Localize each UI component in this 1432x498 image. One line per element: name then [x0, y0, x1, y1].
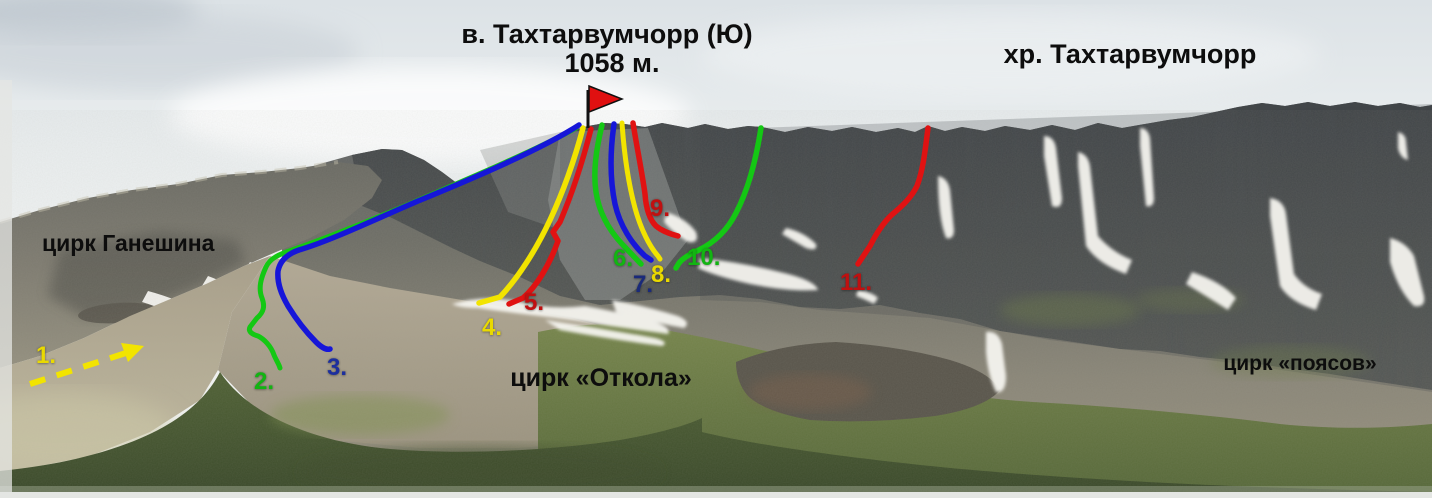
route-4-label: 4. — [482, 314, 503, 341]
cirque-poyasov-label: цирк «поясов» — [1223, 352, 1377, 375]
route-9-label: 9. — [650, 195, 671, 222]
route-1-line — [29, 350, 127, 387]
route-3-label: 3. — [327, 354, 348, 381]
route-4-line — [476, 125, 586, 306]
route-3-line — [275, 122, 582, 352]
route-1-label: 1. — [36, 342, 57, 369]
route-2-label: 2. — [254, 368, 275, 395]
route-10-label: 10. — [687, 244, 721, 271]
route-10-line — [673, 125, 764, 271]
route-7-line — [608, 121, 654, 263]
route-6-label: 6. — [613, 245, 634, 272]
summit-title: в. Тахтарвумчорр (Ю) — [461, 19, 753, 49]
summit-elevation: 1058 м. — [564, 48, 660, 78]
cirque-otkola-label: цирк «Откола» — [510, 364, 692, 392]
route-7-label: 7. — [633, 271, 654, 298]
route-11-line — [855, 125, 931, 267]
route-8-line — [619, 120, 663, 262]
photo-grain — [0, 110, 1432, 498]
ridge-title: хр. Тахтарвумчорр — [1003, 39, 1257, 69]
snow-patches — [452, 128, 1425, 393]
route-6-line — [592, 122, 644, 267]
photo-border — [0, 80, 1432, 498]
route-11-label: 11. — [840, 269, 873, 296]
route-8-label: 8. — [651, 261, 672, 288]
route-1-arrow-icon — [121, 343, 144, 362]
summit-flag-icon — [586, 84, 625, 128]
route-5-label: 5. — [524, 289, 545, 316]
routes — [29, 120, 931, 387]
route-5-line — [506, 126, 594, 307]
cirque-ganeshina-label: цирк Ганешина — [42, 230, 215, 256]
route-9-line — [630, 120, 681, 239]
